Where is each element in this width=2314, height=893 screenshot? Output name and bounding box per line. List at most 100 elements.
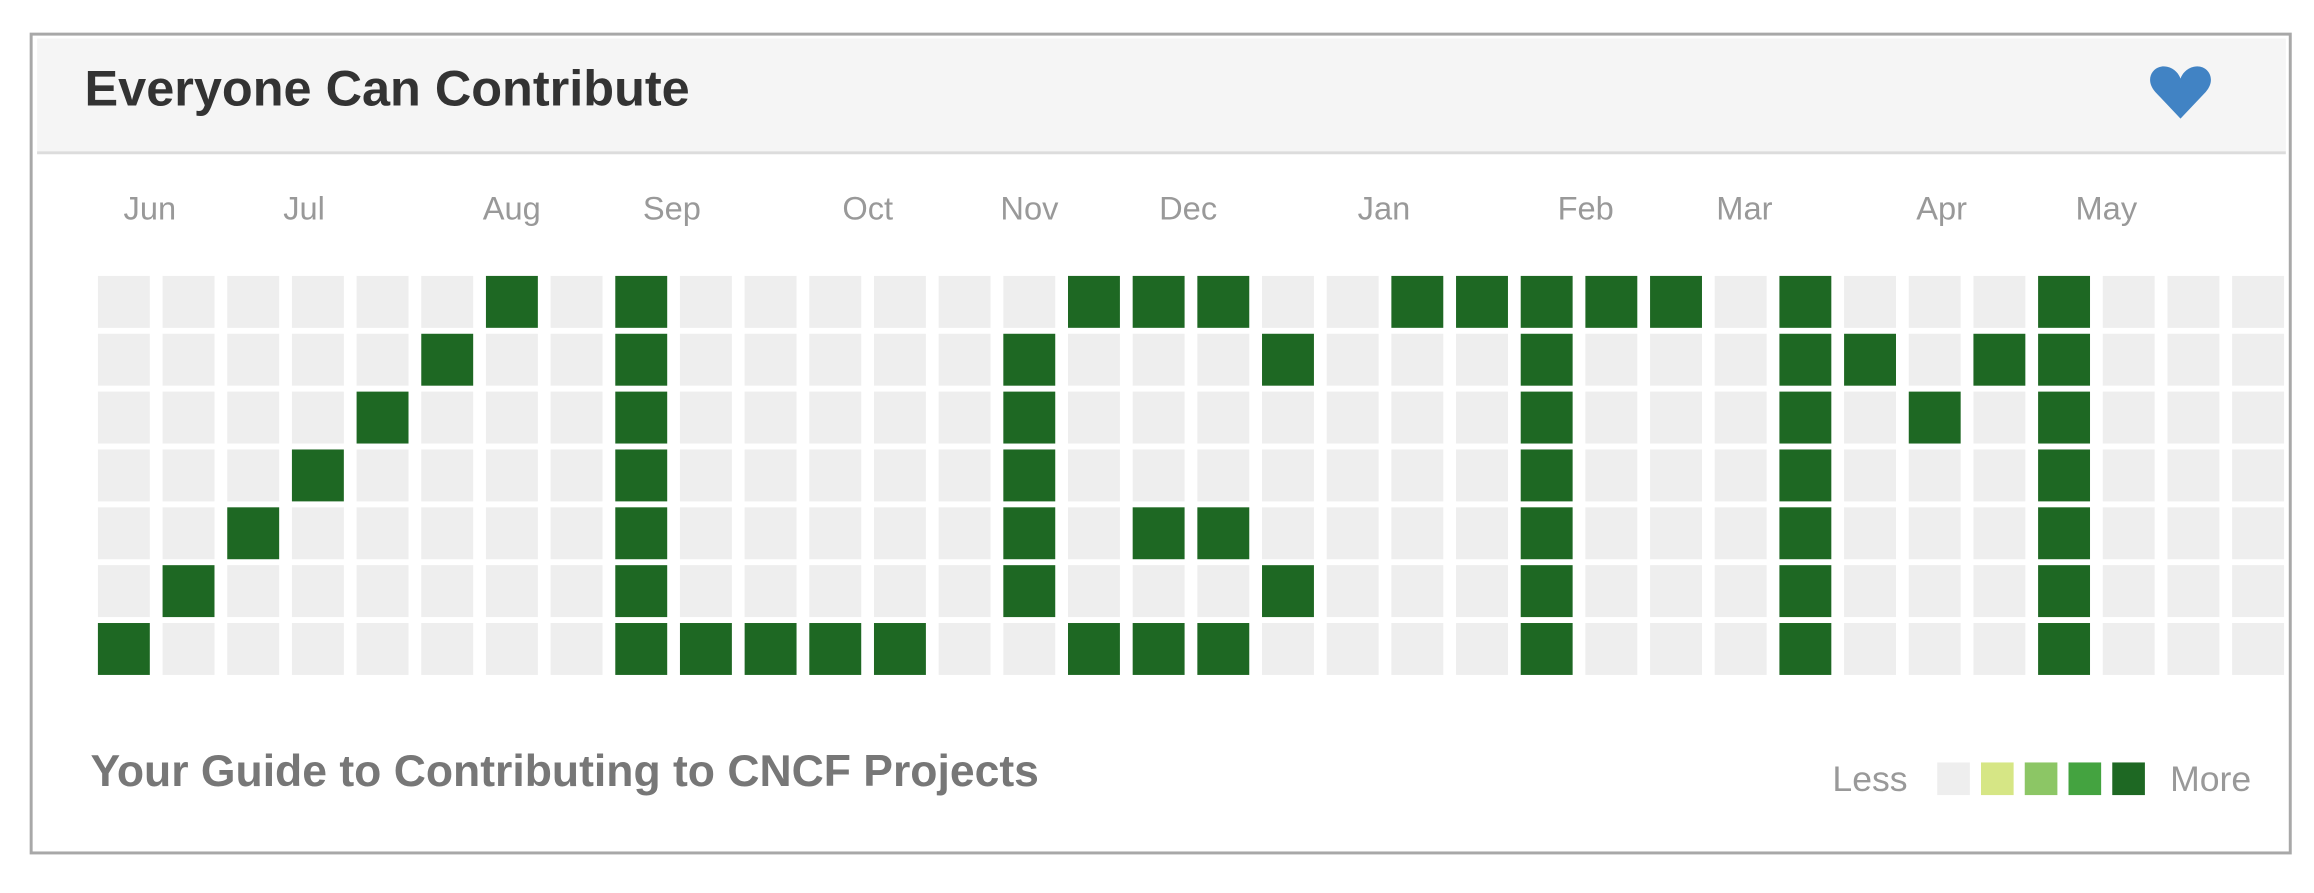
contribution-cell — [2102, 623, 2155, 675]
contribution-cell — [1003, 275, 1056, 328]
contribution-cell — [1068, 623, 1120, 675]
contribution-cell — [97, 391, 150, 444]
contribution-cell — [1714, 275, 1767, 328]
contribution-cell — [1908, 275, 1961, 328]
contribution-cell — [2232, 623, 2285, 675]
contribution-cell — [1585, 391, 1638, 444]
contribution-cell — [1520, 565, 1573, 618]
contribution-cell — [1779, 391, 1832, 444]
contribution-cell — [679, 275, 732, 328]
contribution-cell — [1908, 623, 1961, 675]
contribution-cell — [97, 507, 150, 560]
contribution-cell — [1844, 275, 1896, 328]
contribution-cell — [227, 565, 280, 618]
month-label: Oct — [842, 189, 893, 226]
contribution-cell — [97, 565, 150, 618]
contribution-cell — [550, 449, 603, 502]
contribution-cell — [1779, 565, 1832, 618]
contribution-cell — [679, 333, 732, 386]
contribution-cell — [356, 275, 409, 328]
contribution-cell — [1585, 275, 1638, 328]
contribution-cell — [356, 623, 409, 675]
contribution-cell — [291, 333, 344, 386]
contribution-cell — [1973, 565, 2026, 618]
legend-swatch — [1937, 762, 1970, 796]
month-label: Sep — [643, 189, 701, 226]
contribution-cell — [1585, 333, 1638, 386]
contribution-cell — [550, 623, 603, 675]
contribution-cell — [1714, 391, 1767, 444]
contribution-cell — [1326, 565, 1379, 618]
contribution-cell — [744, 623, 797, 675]
contribution-cell — [421, 565, 474, 618]
contribution-cell — [421, 391, 474, 444]
contribution-cell — [1197, 565, 1250, 618]
contribution-cell — [1520, 275, 1573, 328]
contribution-cell — [1391, 391, 1444, 444]
contribution-cell — [1650, 275, 1702, 328]
contribution-cell — [2167, 565, 2220, 618]
contribution-cell — [291, 507, 344, 560]
contribution-cell — [227, 507, 280, 560]
contribution-cell — [1844, 507, 1896, 560]
contribution-cell — [485, 391, 538, 444]
contribution-cell — [1844, 623, 1896, 675]
contribution-cell — [291, 275, 344, 328]
contribution-cell — [938, 333, 991, 386]
contribution-cell — [1908, 449, 1961, 502]
heart-icon — [2150, 66, 2211, 119]
contribution-cell — [1650, 449, 1702, 502]
contribution-cell — [2102, 507, 2155, 560]
contribution-cell — [2038, 565, 2091, 618]
contribution-cell — [1262, 275, 1314, 328]
contribution-cell — [162, 565, 215, 618]
contribution-cell — [162, 449, 215, 502]
contribution-cell — [1391, 449, 1444, 502]
contribution-cell — [1456, 565, 1508, 618]
contribution-cell — [938, 623, 991, 675]
contribution-cell — [744, 275, 797, 328]
contribution-cell — [1650, 507, 1702, 560]
contribution-cell — [1779, 449, 1832, 502]
contribution-cell — [2167, 391, 2220, 444]
month-label: Jan — [1358, 189, 1411, 226]
contribution-cell — [162, 623, 215, 675]
contribution-cell — [615, 449, 668, 502]
contribution-cell — [1456, 449, 1508, 502]
contribution-cell — [1973, 507, 2026, 560]
contribution-cell — [809, 333, 862, 386]
contribution-cell — [1650, 333, 1702, 386]
contribution-cell — [227, 623, 280, 675]
contribution-cell — [809, 507, 862, 560]
contribution-cell — [2038, 507, 2091, 560]
contribution-cell — [2038, 275, 2091, 328]
month-label: Dec — [1159, 189, 1217, 226]
contribution-cell — [938, 449, 991, 502]
contribution-cell — [1068, 333, 1120, 386]
contribution-cell — [1520, 391, 1573, 444]
contribution-cell — [1520, 623, 1573, 675]
contribution-cell — [1197, 391, 1250, 444]
contribution-cell — [1714, 565, 1767, 618]
contribution-cell — [744, 449, 797, 502]
contribution-cell — [227, 333, 280, 386]
contribution-cell — [97, 275, 150, 328]
month-label: Jul — [283, 189, 325, 226]
contribution-cell — [1779, 275, 1832, 328]
contribution-cell — [1585, 623, 1638, 675]
contribution-cell — [1650, 565, 1702, 618]
contribution-cell — [2038, 623, 2091, 675]
contribution-cell — [2167, 333, 2220, 386]
contribution-cell — [421, 275, 474, 328]
contribution-cell — [1262, 507, 1314, 560]
contribution-cell — [2038, 391, 2091, 444]
contribution-cell — [1132, 507, 1185, 560]
contribution-cell — [1068, 507, 1120, 560]
contribution-cell — [227, 391, 280, 444]
contribution-cell — [1391, 275, 1444, 328]
contribution-cell — [615, 565, 668, 618]
contribution-cell — [679, 507, 732, 560]
contribution-cell — [421, 623, 474, 675]
contribution-cell — [2167, 275, 2220, 328]
